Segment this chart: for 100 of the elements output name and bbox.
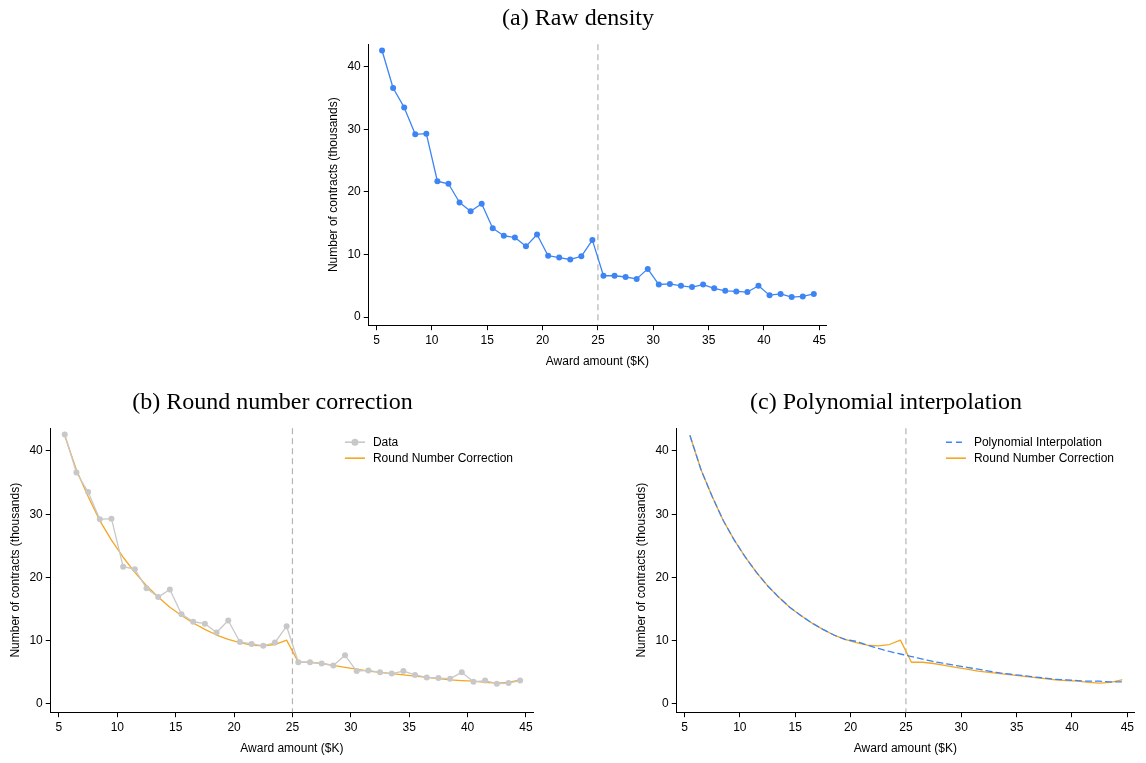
point xyxy=(600,272,607,279)
point xyxy=(766,292,773,299)
point xyxy=(744,289,751,296)
point xyxy=(85,489,92,496)
point xyxy=(388,670,395,677)
point xyxy=(777,290,784,297)
x-tick-label: 15 xyxy=(169,719,183,734)
point xyxy=(711,285,718,292)
point xyxy=(589,237,596,244)
x-tick-label: 40 xyxy=(460,719,475,734)
point xyxy=(445,180,452,187)
y-axis-title: Number of contracts (thousands) xyxy=(325,97,340,273)
point xyxy=(131,566,138,573)
point xyxy=(435,675,442,682)
x-tick-label: 5 xyxy=(681,719,689,734)
point xyxy=(788,294,795,301)
y-tick-label: 0 xyxy=(36,696,44,711)
point xyxy=(644,265,651,272)
point xyxy=(412,671,419,678)
point xyxy=(733,288,740,295)
x-tick-label: 45 xyxy=(1120,719,1135,734)
point xyxy=(213,629,220,636)
point xyxy=(478,200,485,207)
point xyxy=(423,130,430,137)
point xyxy=(353,668,360,675)
y-tick-label: 40 xyxy=(29,443,44,458)
y-tick-label: 0 xyxy=(354,309,362,324)
y-tick-label: 10 xyxy=(655,633,670,648)
legend-label: Data xyxy=(372,434,399,449)
point xyxy=(236,638,243,645)
x-axis-title: Award amount ($K) xyxy=(240,741,344,756)
point xyxy=(400,668,407,675)
point xyxy=(505,680,512,687)
point xyxy=(401,104,408,111)
point xyxy=(633,275,640,282)
point xyxy=(318,660,325,667)
point xyxy=(166,586,173,593)
y-tick-label: 30 xyxy=(655,506,670,521)
y-tick-label: 10 xyxy=(347,246,362,261)
chart-title: (b) Round number correction xyxy=(131,387,414,416)
point xyxy=(700,281,707,288)
point xyxy=(556,254,563,261)
point xyxy=(225,617,232,624)
point xyxy=(522,243,529,250)
x-tick-label: 20 xyxy=(535,332,550,347)
point xyxy=(190,618,197,625)
x-tick-label: 45 xyxy=(519,719,533,734)
x-tick-label: 10 xyxy=(733,719,747,734)
point xyxy=(810,290,817,297)
point xyxy=(390,85,397,92)
point xyxy=(511,234,518,241)
point xyxy=(689,284,696,291)
point xyxy=(178,611,185,618)
point xyxy=(655,281,662,288)
point xyxy=(423,674,430,681)
point xyxy=(155,594,162,601)
x-tick-label: 5 xyxy=(55,719,63,734)
x-tick-label: 20 xyxy=(843,719,858,734)
point xyxy=(493,680,500,687)
point xyxy=(434,178,441,185)
point xyxy=(567,256,574,263)
point xyxy=(611,272,618,279)
x-tick-label: 25 xyxy=(899,719,913,734)
point xyxy=(799,293,806,300)
legend-label: Round Number Correction xyxy=(973,450,1114,465)
point xyxy=(120,563,127,570)
point xyxy=(666,280,673,287)
point xyxy=(61,431,68,438)
point xyxy=(342,652,348,659)
point xyxy=(517,677,524,684)
x-tick-label: 20 xyxy=(227,719,242,734)
y-tick-label: 10 xyxy=(29,633,44,648)
point xyxy=(143,585,150,592)
y-axis-title: Number of contracts (thousands) xyxy=(7,482,22,658)
y-tick-label: 20 xyxy=(29,569,44,584)
x-tick-label: 45 xyxy=(812,332,827,347)
x-tick-label: 10 xyxy=(110,719,125,734)
x-tick-label: 35 xyxy=(1009,719,1024,734)
x-tick-label: 30 xyxy=(954,719,969,734)
point xyxy=(96,516,103,523)
point xyxy=(545,252,552,259)
y-tick-label: 40 xyxy=(655,443,670,458)
x-tick-label: 15 xyxy=(788,719,803,734)
x-tick-label: 25 xyxy=(591,332,605,347)
point xyxy=(365,667,372,674)
point xyxy=(456,199,463,206)
point xyxy=(458,669,465,676)
x-tick-label: 5 xyxy=(373,332,381,347)
point xyxy=(447,675,454,682)
point xyxy=(201,620,208,627)
point xyxy=(73,469,80,476)
point xyxy=(722,287,729,294)
x-tick-label: 40 xyxy=(757,332,771,347)
point xyxy=(578,253,585,260)
point xyxy=(379,47,386,54)
x-tick-label: 35 xyxy=(402,719,417,734)
x-tick-label: 10 xyxy=(425,332,439,347)
point xyxy=(482,677,489,684)
legend-label: Round Number Correction xyxy=(372,450,513,465)
point xyxy=(755,282,762,289)
